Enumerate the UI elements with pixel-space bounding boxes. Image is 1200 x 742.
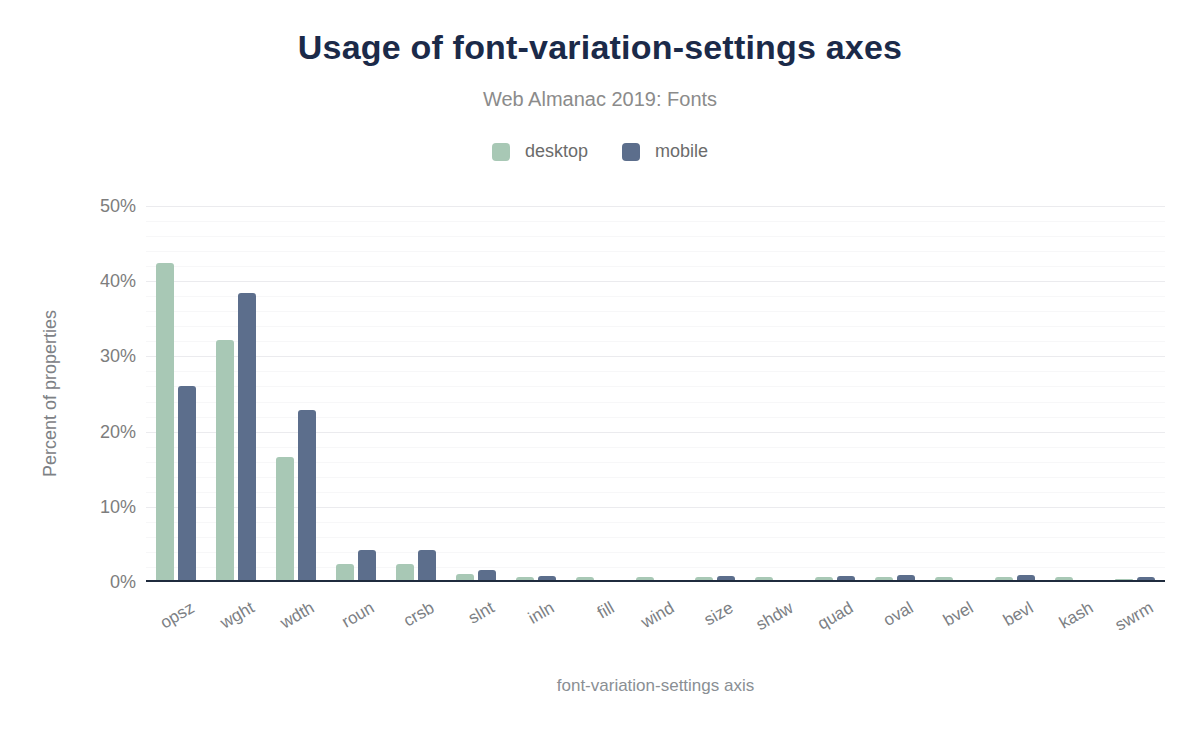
bar-desktop-wdth[interactable] (276, 457, 294, 580)
chart-figure: Usage of font-variation-settings axes We… (0, 0, 1200, 742)
bar-desktop-opsz[interactable] (156, 263, 174, 580)
chart-legend: desktop mobile (0, 141, 1200, 162)
legend-label-desktop: desktop (525, 141, 588, 162)
legend-item-mobile: mobile (622, 141, 708, 162)
y-tick-label-10: 10% (66, 497, 136, 517)
gridline-minor (146, 386, 1165, 387)
gridline-major (146, 281, 1165, 282)
gridline-minor (146, 402, 1165, 403)
gridline-minor (146, 326, 1165, 327)
y-tick-label-0: 0% (66, 572, 136, 592)
legend-label-mobile: mobile (655, 141, 708, 162)
bar-mobile-slnt[interactable] (478, 570, 496, 580)
chart-title: Usage of font-variation-settings axes (0, 28, 1200, 67)
gridline-major (146, 206, 1165, 207)
gridline-minor (146, 251, 1165, 252)
bar-desktop-roun[interactable] (336, 564, 354, 580)
gridline-minor (146, 266, 1165, 267)
chart-subtitle: Web Almanac 2019: Fonts (0, 88, 1200, 111)
gridline-minor (146, 341, 1165, 342)
y-tick-label-30: 30% (66, 346, 136, 366)
legend-swatch-mobile-icon (622, 143, 640, 161)
gridline-minor (146, 296, 1165, 297)
gridline-major (146, 356, 1165, 357)
bar-desktop-wght[interactable] (216, 340, 234, 580)
x-axis-title: font-variation-settings axis (146, 676, 1165, 696)
bar-mobile-wdth[interactable] (298, 410, 316, 580)
y-tick-label-20: 20% (66, 422, 136, 442)
gridline-minor (146, 221, 1165, 222)
bar-mobile-roun[interactable] (358, 550, 376, 580)
legend-swatch-desktop-icon (492, 143, 510, 161)
gridline-minor (146, 311, 1165, 312)
bar-mobile-crsb[interactable] (418, 550, 436, 580)
y-axis-title: Percent of properties (40, 206, 61, 582)
y-tick-label-50: 50% (66, 196, 136, 216)
gridline-minor (146, 236, 1165, 237)
x-axis-baseline (146, 580, 1165, 582)
bar-desktop-crsb[interactable] (396, 564, 414, 580)
legend-item-desktop: desktop (492, 141, 588, 162)
plot-area (146, 206, 1165, 582)
gridline-minor (146, 371, 1165, 372)
bar-mobile-opsz[interactable] (178, 386, 196, 580)
y-tick-label-40: 40% (66, 271, 136, 291)
bar-mobile-wght[interactable] (238, 293, 256, 580)
